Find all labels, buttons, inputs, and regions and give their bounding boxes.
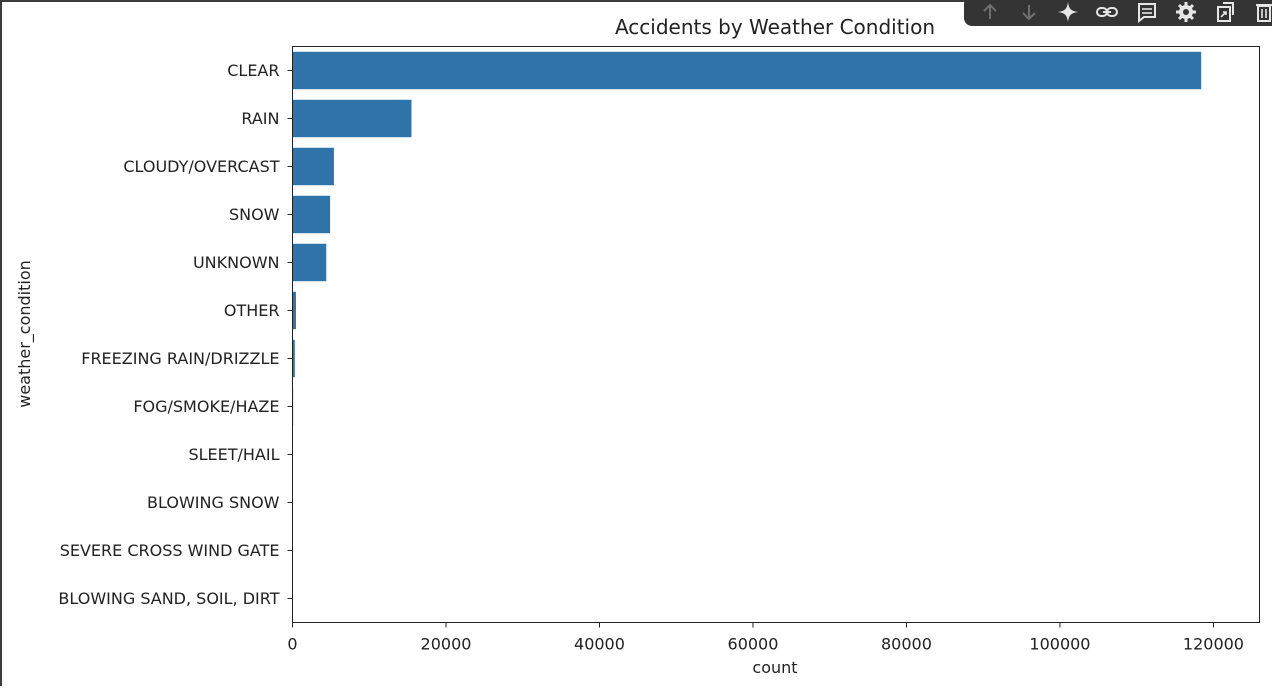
link-icon xyxy=(1095,2,1119,22)
move-up-button[interactable] xyxy=(970,0,1009,25)
y-tick-label: FREEZING RAIN/DRIZZLE xyxy=(81,349,279,368)
x-tick-label: 20000 xyxy=(421,635,472,654)
y-tick-label: BLOWING SNOW xyxy=(147,493,280,512)
x-tick-label: 100000 xyxy=(1029,635,1090,654)
mirror-cell-icon xyxy=(1214,1,1236,23)
gear-icon xyxy=(1175,1,1197,23)
move-down-button[interactable] xyxy=(1009,0,1048,25)
y-tick-label: BLOWING SAND, SOIL, DIRT xyxy=(58,589,279,608)
y-tick-label: SLEET/HAIL xyxy=(188,445,279,464)
sparkle-icon xyxy=(1057,1,1079,23)
y-tick-label: OTHER xyxy=(224,301,280,320)
bar-clear xyxy=(293,52,1202,89)
delete-cell-button[interactable] xyxy=(1245,0,1272,25)
chart-title: Accidents by Weather Condition xyxy=(615,15,935,39)
bar-cloudy-overcast xyxy=(293,148,334,185)
x-axis-label: count xyxy=(752,658,797,677)
y-tick-label: FOG/SMOKE/HAZE xyxy=(133,397,279,416)
bar-rain xyxy=(293,100,412,137)
settings-button[interactable] xyxy=(1166,0,1205,25)
y-tick-label: SNOW xyxy=(229,205,280,224)
y-tick-label: SEVERE CROSS WIND GATE xyxy=(60,541,280,560)
x-axis-ticks: 0 20000 40000 60000 80000 100000 120000 xyxy=(287,623,1244,654)
x-tick-label: 120000 xyxy=(1183,635,1244,654)
trash-icon xyxy=(1254,1,1272,23)
ai-assist-button[interactable] xyxy=(1049,0,1088,25)
mirror-cell-button[interactable] xyxy=(1206,0,1245,25)
x-tick-label: 40000 xyxy=(574,635,625,654)
arrow-down-icon xyxy=(1019,2,1039,22)
comment-icon xyxy=(1136,1,1158,23)
x-tick-label: 80000 xyxy=(881,635,932,654)
bar-unknown xyxy=(293,244,327,281)
bar-snow xyxy=(293,196,331,233)
y-tick-label: CLOUDY/OVERCAST xyxy=(123,157,279,176)
bars-group xyxy=(293,52,1202,617)
x-tick-label: 60000 xyxy=(728,635,779,654)
plot-area-frame xyxy=(293,47,1260,623)
cell-toolbar xyxy=(964,0,1272,26)
comment-button[interactable] xyxy=(1127,0,1166,25)
y-axis-label: weather_condition xyxy=(15,260,35,408)
y-axis-ticks: CLEAR RAIN CLOUDY/OVERCAST SNOW UNKNOWN OTHER… xyxy=(58,61,292,608)
y-tick-label: RAIN xyxy=(241,109,279,128)
bar-other xyxy=(293,292,296,329)
x-tick-label: 0 xyxy=(287,635,297,654)
y-tick-label: UNKNOWN xyxy=(193,253,280,272)
y-tick-label: CLEAR xyxy=(227,61,279,80)
arrow-up-icon xyxy=(980,2,1000,22)
link-button[interactable] xyxy=(1088,0,1127,25)
